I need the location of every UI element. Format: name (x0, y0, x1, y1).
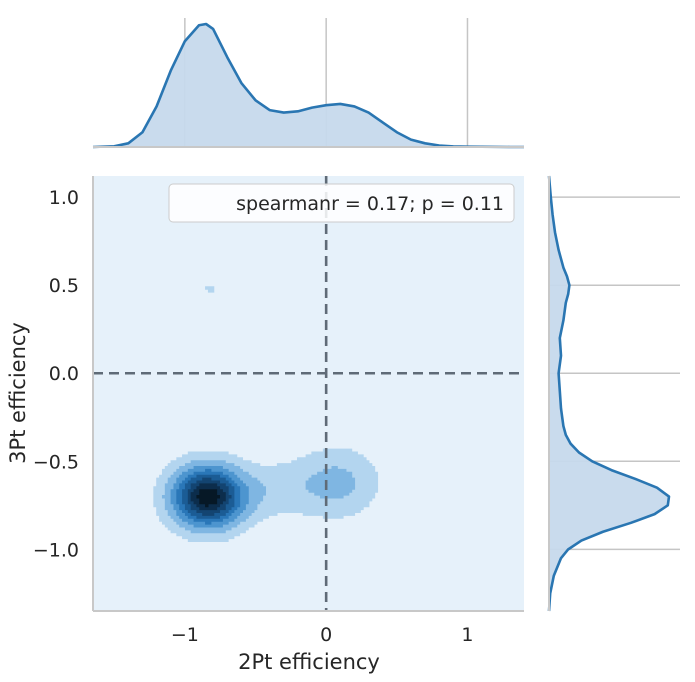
y-tick-label: −0.5 (33, 451, 79, 473)
marginal-y-density (547, 175, 671, 612)
marginal-y-curve (547, 175, 671, 612)
x-tick-label: 0 (320, 624, 332, 646)
y-tick-label: 1.0 (49, 187, 79, 209)
x-tick-label: −1 (171, 624, 199, 646)
x-axis-label: 2Pt efficiency (238, 650, 380, 674)
legend-frame (168, 183, 515, 223)
marginal-y-fill (549, 176, 669, 611)
density-contours (153, 286, 379, 542)
density-contour-level-8 (196, 489, 221, 508)
y-tick-label: 0.5 (49, 275, 79, 297)
marginal-x-fill (93, 24, 524, 147)
marginal-x-density (92, 22, 524, 149)
legend: spearmanr = 0.17; p = 0.11 (168, 183, 515, 223)
x-tick-label: 1 (461, 624, 473, 646)
y-tick-label: −1.0 (33, 539, 79, 561)
legend-annotation: spearmanr = 0.17; p = 0.11 (236, 193, 504, 215)
y-axis-label: 3Pt efficiency (6, 322, 30, 464)
y-tick-label: 0.0 (49, 363, 79, 385)
joint-background (93, 176, 524, 611)
